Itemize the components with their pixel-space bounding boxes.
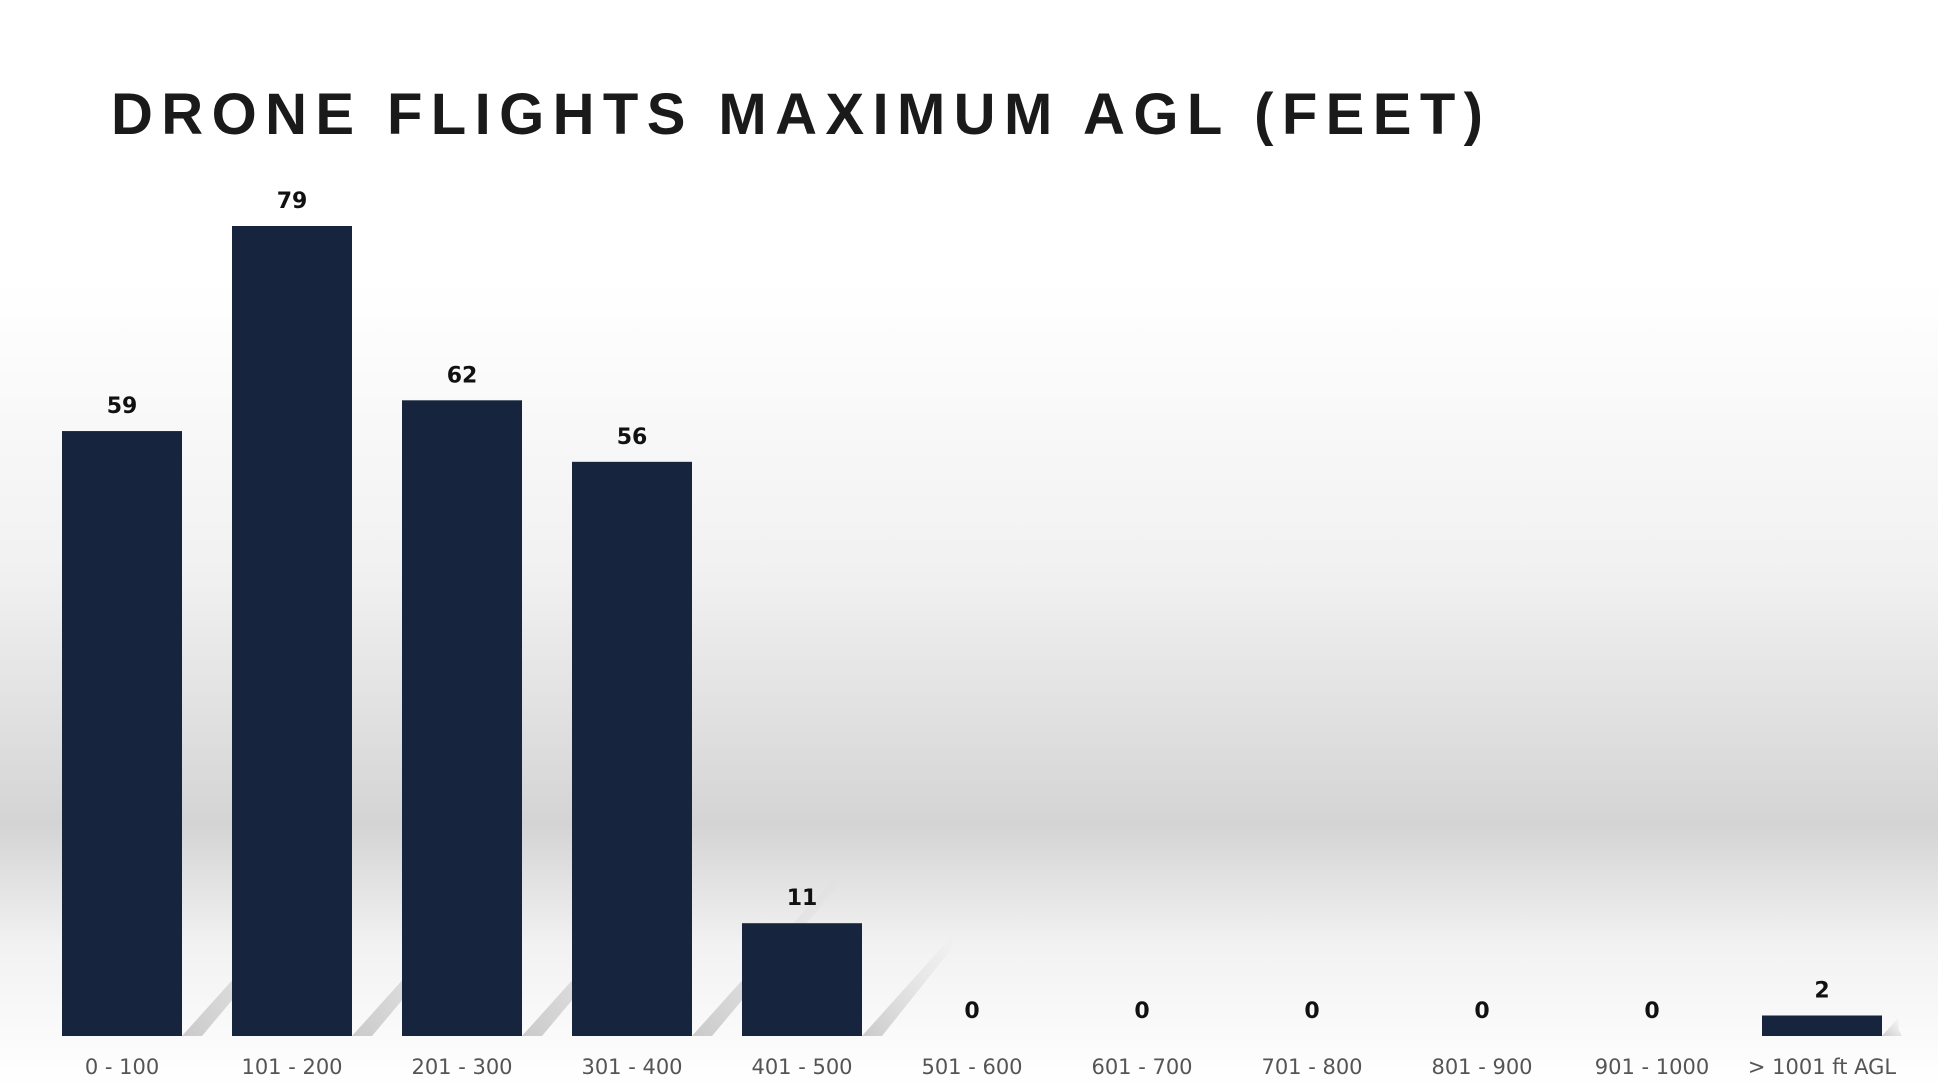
bar bbox=[232, 226, 352, 1036]
bar-shadow bbox=[862, 934, 954, 1036]
data-label: 2 bbox=[1814, 978, 1829, 1003]
category-label: 701 - 800 bbox=[1261, 1055, 1362, 1079]
data-labels: 59 79 62 56 11 0 0 0 0 0 2 bbox=[107, 189, 1830, 1024]
category-label: 501 - 600 bbox=[921, 1055, 1022, 1079]
bar bbox=[572, 461, 692, 1037]
data-label: 59 bbox=[107, 394, 138, 419]
category-label: 401 - 500 bbox=[751, 1055, 852, 1079]
data-label: 0 bbox=[1134, 999, 1149, 1024]
category-label: 101 - 200 bbox=[241, 1055, 342, 1079]
category-label: 801 - 900 bbox=[1431, 1055, 1532, 1079]
data-label: 56 bbox=[617, 425, 648, 450]
data-label: 79 bbox=[277, 189, 308, 214]
bar bbox=[742, 923, 862, 1036]
data-label: 0 bbox=[964, 999, 979, 1024]
bars bbox=[62, 226, 1882, 1037]
data-label: 0 bbox=[1304, 999, 1319, 1024]
bar-shadow bbox=[1882, 1017, 1902, 1036]
category-label: > 1001 ft AGL bbox=[1748, 1055, 1897, 1079]
data-label: 0 bbox=[1644, 999, 1659, 1024]
data-label: 0 bbox=[1474, 999, 1489, 1024]
category-label: 0 - 100 bbox=[85, 1055, 159, 1079]
data-label: 11 bbox=[787, 886, 818, 911]
category-label: 201 - 300 bbox=[411, 1055, 512, 1079]
category-labels: 0 - 100 101 - 200 201 - 300 301 - 400 401 - … bbox=[85, 1055, 1897, 1079]
chart-title: DRONE FLIGHTS MAXIMUM AGL (FEET) bbox=[111, 82, 1483, 147]
data-label: 62 bbox=[447, 363, 478, 388]
bar bbox=[62, 431, 182, 1036]
category-label: 301 - 400 bbox=[581, 1055, 682, 1079]
category-label: 901 - 1000 bbox=[1595, 1055, 1709, 1079]
bar bbox=[402, 400, 522, 1036]
category-label: 601 - 700 bbox=[1091, 1055, 1192, 1079]
bar bbox=[1762, 1015, 1882, 1036]
